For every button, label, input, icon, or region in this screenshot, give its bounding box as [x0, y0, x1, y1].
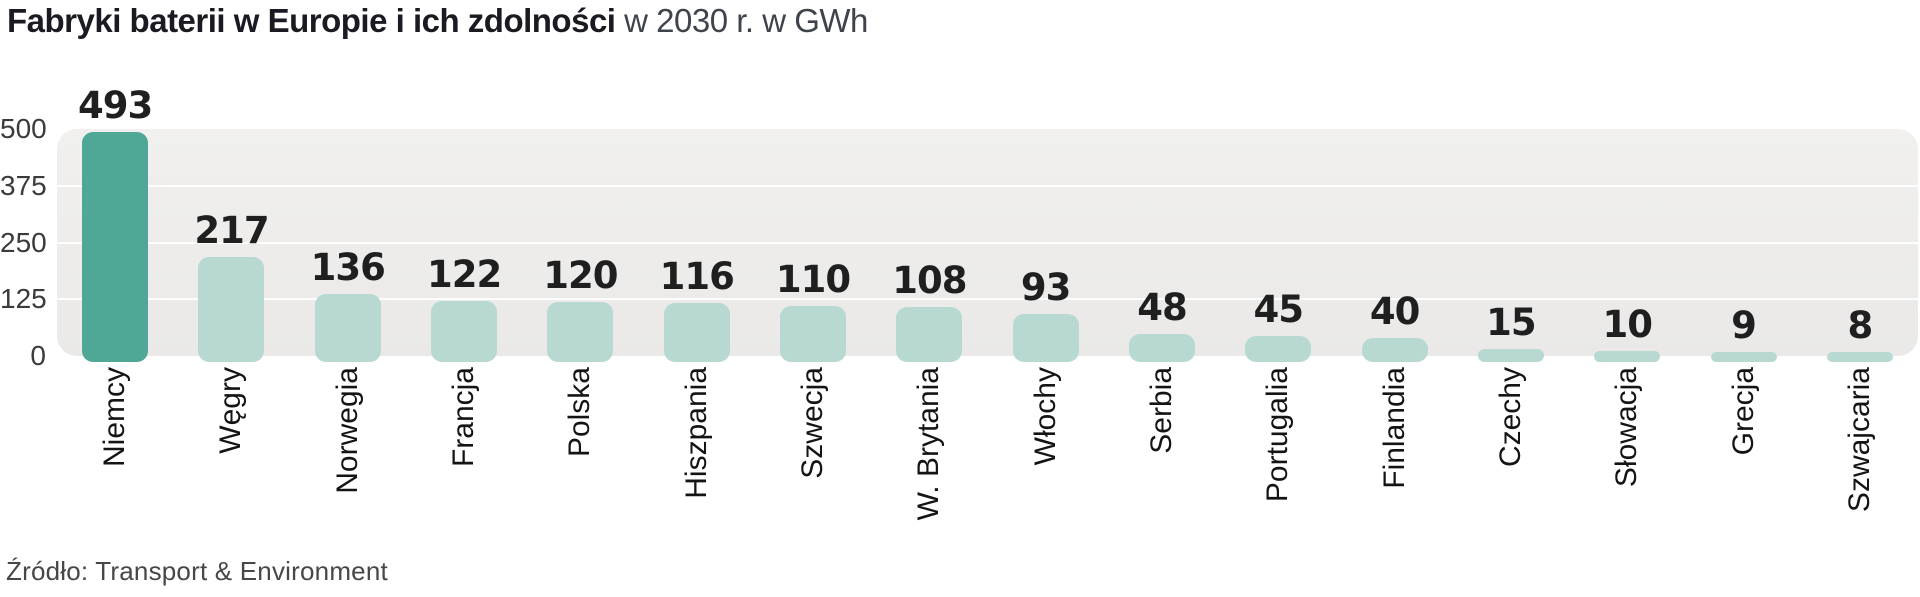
chart-title-subtitle: w 2030 r. w GWh — [615, 2, 868, 39]
x-tick-label: Szwecja — [796, 367, 830, 479]
bar-value-label: 493 — [78, 84, 153, 128]
y-tick-label: 375 — [0, 169, 47, 201]
bar — [780, 306, 847, 362]
bar-value-label: 8 — [1847, 304, 1873, 348]
bar-value-label: 122 — [426, 252, 502, 296]
y-tick-label: 250 — [0, 226, 47, 258]
x-tick-label: Włochy — [1028, 367, 1062, 466]
x-tick-label: Serbia — [1144, 367, 1178, 454]
y-tick-label: 125 — [0, 283, 47, 315]
gridline — [57, 241, 1918, 244]
bar — [431, 300, 498, 362]
x-tick-label: Szwajcaria — [1842, 367, 1876, 513]
bar — [896, 306, 963, 362]
x-tick-label: Niemcy — [98, 367, 132, 468]
bar — [1594, 351, 1661, 362]
gridline — [57, 184, 1918, 187]
bar-value-label: 93 — [1020, 265, 1072, 309]
chart-title-bold: Fabryki baterii w Europie i ich zdolnośc… — [7, 2, 616, 39]
gridline — [57, 298, 1918, 301]
bar-value-label: 45 — [1253, 287, 1305, 331]
bar — [1477, 349, 1544, 362]
bar — [314, 294, 381, 362]
x-tick-label: Słowacja — [1610, 367, 1644, 488]
x-tick-label: Norwegia — [330, 367, 364, 494]
x-tick-label: Polska — [563, 367, 597, 458]
bar-value-label: 108 — [892, 258, 967, 302]
bar-value-label: 116 — [659, 255, 735, 299]
bar — [1826, 352, 1893, 362]
bar — [547, 301, 614, 362]
bar — [82, 132, 149, 362]
x-tick-label: Grecja — [1726, 367, 1760, 456]
bar-value-label: 110 — [775, 258, 851, 302]
x-tick-label: Hiszpania — [679, 367, 713, 499]
bar-value-label: 9 — [1731, 303, 1757, 347]
bar — [198, 257, 265, 362]
bar — [663, 303, 730, 362]
x-tick-label: Portugalia — [1261, 367, 1295, 503]
x-tick-label: Finlandia — [1377, 367, 1411, 489]
bar — [1012, 313, 1079, 362]
bar — [1361, 337, 1428, 362]
chart-title: Fabryki baterii w Europie i ich zdolnośc… — [7, 2, 868, 40]
x-tick-label: Czechy — [1493, 367, 1527, 468]
bar-value-label: 136 — [310, 246, 386, 290]
bar-value-label: 48 — [1137, 286, 1188, 330]
bar-value-label: 217 — [194, 209, 269, 253]
x-tick-label: Węgry — [214, 367, 248, 454]
x-tick-label: Francja — [447, 367, 481, 468]
y-tick-label: 0 — [30, 340, 46, 371]
bar-value-label: 120 — [543, 253, 618, 297]
bar-value-label: 15 — [1486, 301, 1537, 345]
bar-value-label: 40 — [1369, 289, 1421, 333]
y-tick-label: 500 — [0, 113, 47, 144]
bar — [1245, 335, 1312, 362]
x-tick-label: W. Brytania — [912, 367, 946, 521]
bar-value-label: 10 — [1602, 303, 1653, 347]
bar — [1128, 334, 1195, 362]
bar — [1710, 351, 1777, 362]
source-note: Źródło: Transport & Environment — [6, 556, 388, 586]
